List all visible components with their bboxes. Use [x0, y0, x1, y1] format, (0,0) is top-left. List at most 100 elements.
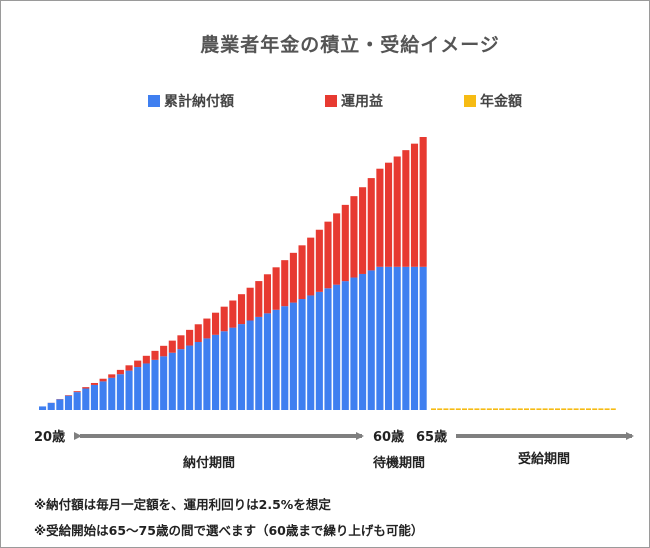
- return-bar: [341, 204, 349, 282]
- note-start-age: ※受給開始は65～75歳の間で選べます（60歳まで繰り上げも可能）: [34, 523, 424, 538]
- pension-bar: [524, 408, 529, 410]
- pension-bar: [536, 408, 542, 410]
- return-bar: [203, 318, 211, 339]
- return-bar: [168, 340, 176, 353]
- pension-bar: [573, 408, 579, 410]
- pension-bar: [592, 408, 598, 410]
- return-bar: [220, 306, 228, 332]
- pension-bar: [437, 408, 443, 410]
- contribution-bar: [229, 327, 237, 410]
- return-bar: [350, 196, 358, 278]
- return-bar: [419, 137, 427, 267]
- return-bar: [307, 237, 315, 296]
- return-bar: [367, 178, 375, 271]
- pension-bar: [598, 408, 604, 410]
- legend-label-pension: 年金額: [480, 94, 522, 110]
- pension-bar: [517, 408, 523, 410]
- legend-item-returns: 運用益: [325, 91, 383, 111]
- contribution-bar: [186, 345, 194, 410]
- return-bar: [82, 387, 90, 389]
- contribution-bar: [246, 320, 254, 410]
- return-bar: [194, 324, 202, 342]
- return-bar: [186, 329, 194, 346]
- return-bar: [177, 335, 185, 350]
- return-bar: [255, 281, 263, 317]
- return-bar: [90, 382, 98, 385]
- return-bar: [160, 345, 168, 357]
- contribution-bar: [99, 381, 107, 410]
- contribution-bar: [272, 309, 280, 410]
- contribution-bar: [134, 367, 142, 410]
- return-bar: [324, 221, 332, 289]
- contribution-bar: [402, 266, 410, 410]
- pension-bar: [443, 408, 449, 410]
- legend-swatch-pension: [464, 95, 476, 107]
- contribution-period-label: 納付期間: [183, 455, 235, 471]
- pension-bar: [493, 408, 498, 410]
- pension-bar: [586, 408, 591, 410]
- pension-bar: [468, 408, 474, 410]
- return-bar: [246, 287, 254, 321]
- contribution-bar: [177, 349, 185, 410]
- chart-title: 農業者年金の積立・受給イメージ: [200, 34, 500, 56]
- contribution-bar: [350, 277, 358, 410]
- contribution-bar: [393, 266, 401, 410]
- return-bar: [410, 143, 419, 267]
- waiting-period-label: 待機期間: [372, 455, 425, 471]
- pension-bar: [462, 408, 467, 410]
- pension-bar: [486, 408, 492, 410]
- note-contribution: ※納付額は毎月一定額を、運用利回りは2.5%を想定: [34, 497, 331, 512]
- legend-item-contributions: 累計納付額: [148, 91, 234, 111]
- return-bar: [99, 378, 107, 382]
- return-bar: [108, 374, 116, 378]
- contribution-bar: [125, 370, 133, 410]
- contribution-bar: [39, 406, 47, 410]
- contribution-bar: [281, 306, 289, 410]
- contribution-bar: [151, 359, 159, 410]
- contribution-bar: [298, 299, 306, 410]
- pension-bar: [499, 408, 505, 410]
- legend-item-pension: 年金額: [464, 91, 522, 111]
- contribution-bar: [359, 273, 367, 410]
- contribution-bar: [116, 374, 124, 410]
- return-bar: [272, 267, 280, 310]
- legend-label-returns: 運用益: [341, 94, 383, 110]
- pension-bar: [604, 408, 610, 410]
- return-bar: [298, 245, 306, 300]
- return-bar: [333, 213, 341, 285]
- contribution-bar: [410, 266, 419, 410]
- pension-bar: [455, 408, 461, 410]
- contribution-bar: [142, 363, 150, 410]
- contribution-bar: [237, 324, 246, 410]
- contribution-bar: [220, 331, 228, 410]
- pension-bar: [530, 408, 536, 410]
- pension-bar: [542, 408, 548, 410]
- return-bar: [393, 156, 401, 267]
- contribution-bar: [73, 392, 81, 410]
- return-bar: [142, 355, 150, 364]
- pension-bar: [561, 408, 567, 410]
- contribution-bar: [82, 388, 90, 410]
- contribution-bar: [212, 334, 220, 410]
- contribution-bar: [168, 352, 176, 410]
- pension-bar: [449, 408, 455, 410]
- pension-bar: [567, 408, 573, 410]
- legend-swatch-contributions: [148, 95, 160, 107]
- return-bar: [151, 350, 159, 360]
- pension-bar: [579, 408, 585, 410]
- contribution-bar: [108, 377, 116, 410]
- pension-bar: [474, 408, 480, 410]
- contribution-bar: [194, 341, 202, 410]
- age-60-label: 60歳: [373, 429, 404, 445]
- contribution-bar: [203, 338, 211, 410]
- pension-bar: [480, 408, 486, 410]
- contribution-bar: [341, 281, 349, 410]
- age-65-label: 65歳: [416, 429, 447, 445]
- return-bar: [385, 162, 393, 267]
- contribution-bar: [376, 266, 384, 410]
- contribution-bar: [307, 295, 315, 410]
- contribution-bar: [255, 316, 263, 410]
- age-20-label: 20歳: [34, 429, 65, 445]
- contribution-bar: [64, 395, 73, 410]
- return-bar: [125, 365, 133, 371]
